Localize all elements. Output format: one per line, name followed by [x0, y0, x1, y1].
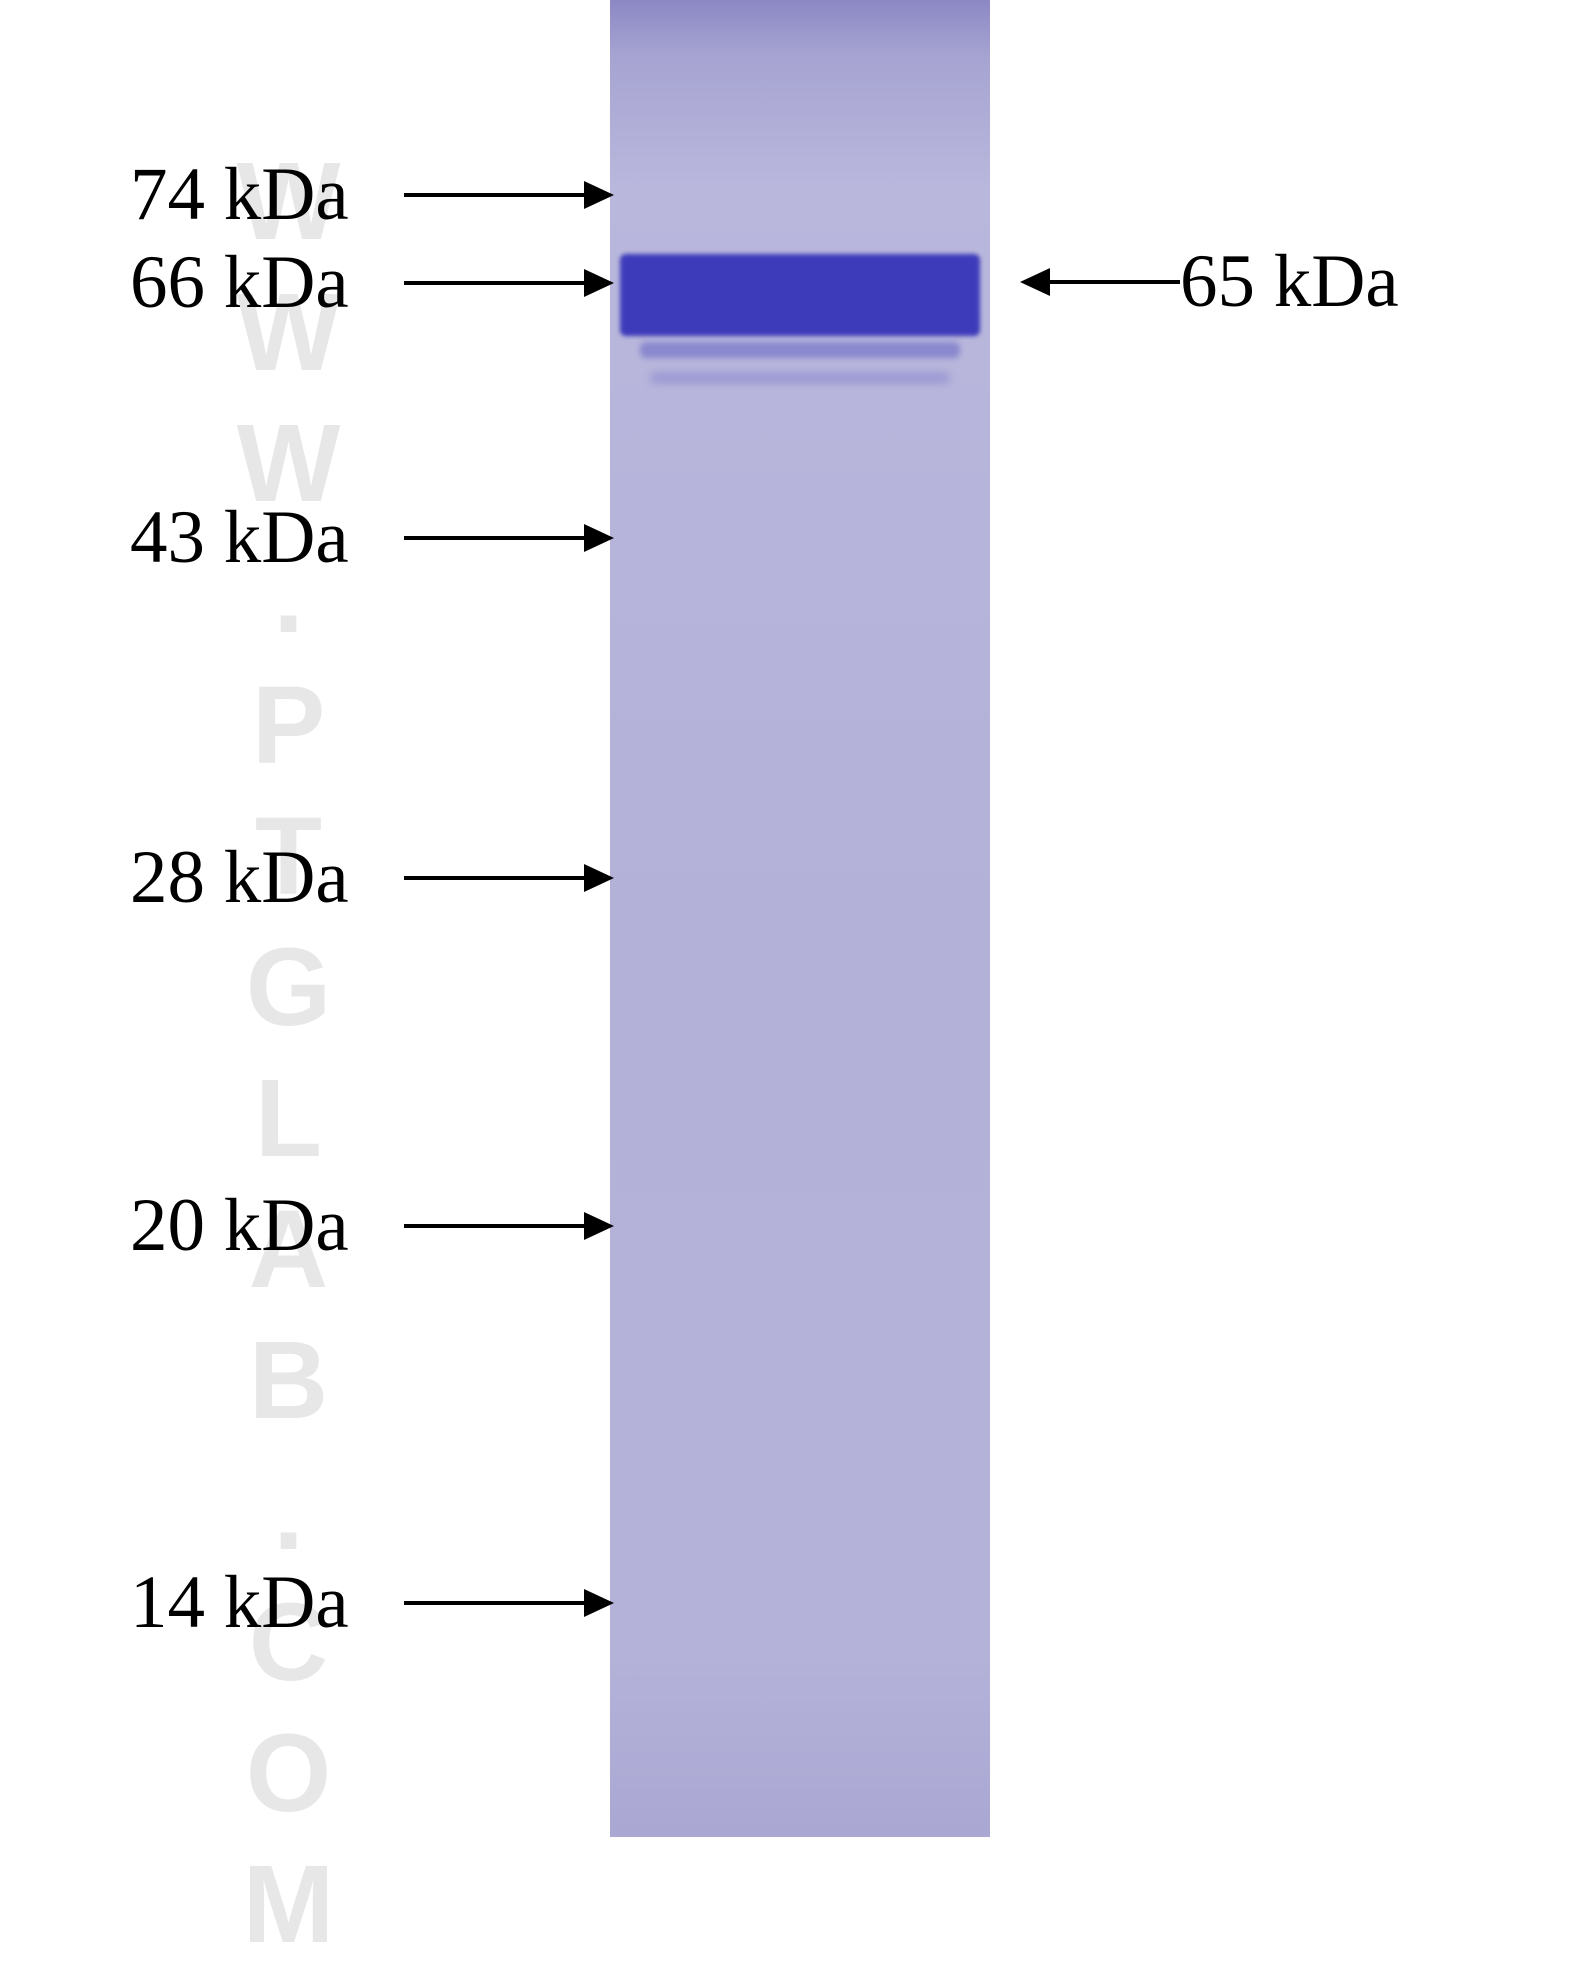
- target-label-right: 65 kDa: [1180, 239, 1399, 325]
- marker-label-left-0: 74 kDa: [130, 152, 349, 238]
- marker-arrow-left-4: [404, 1212, 614, 1240]
- marker-arrow-left-0: [404, 181, 614, 209]
- marker-arrow-left-2: [404, 524, 614, 552]
- protein-band-0: [620, 254, 980, 336]
- marker-label-left-3: 28 kDa: [130, 835, 349, 921]
- marker-arrow-left-1: [404, 269, 614, 297]
- protein-band-1: [640, 342, 960, 358]
- watermark-text: WWW.PTGLAB.COM: [225, 140, 352, 1974]
- marker-label-left-4: 20 kDa: [130, 1183, 349, 1269]
- protein-band-2: [650, 372, 950, 384]
- marker-label-left-1: 66 kDa: [130, 240, 349, 326]
- marker-label-left-5: 14 kDa: [130, 1560, 349, 1646]
- target-arrow-right: [1020, 268, 1180, 296]
- marker-arrow-left-5: [404, 1589, 614, 1617]
- marker-label-left-2: 43 kDa: [130, 495, 349, 581]
- gel-figure: WWW.PTGLAB.COM 74 kDa66 kDa43 kDa28 kDa2…: [0, 0, 1585, 1837]
- marker-arrow-left-3: [404, 864, 614, 892]
